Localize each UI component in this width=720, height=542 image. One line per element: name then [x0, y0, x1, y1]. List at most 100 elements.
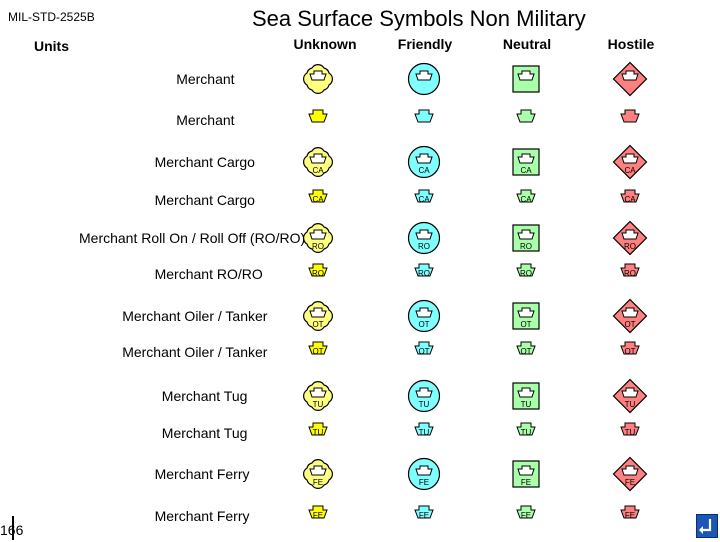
symbol-neutral-framed: OT: [508, 298, 544, 334]
symbol-unknown-framed: [300, 61, 336, 97]
symbol-code: TU: [520, 428, 532, 437]
symbol-neutral-icon: RO: [508, 256, 544, 292]
row-label: Merchant Ferry: [154, 466, 250, 482]
symbol-friendly-icon: [406, 102, 442, 138]
symbol-code: RO: [624, 242, 636, 251]
row-label: Merchant Cargo: [154, 154, 255, 170]
symbol-code: TU: [418, 400, 430, 409]
symbol-code: FE: [418, 511, 430, 520]
symbol-neutral-icon: TU: [508, 415, 544, 451]
symbol-hostile-icon: RO: [612, 256, 648, 292]
row-label: Merchant Cargo: [154, 192, 255, 208]
symbol-code: TU: [624, 400, 636, 409]
symbol-unknown-framed: CA: [300, 144, 336, 180]
symbol-unknown-framed: FE: [300, 456, 336, 492]
symbol-code: CA: [624, 195, 636, 204]
symbol-code: OT: [418, 320, 430, 329]
symbol-neutral-framed: FE: [508, 456, 544, 492]
symbol-code: FE: [312, 511, 324, 520]
symbol-code: OT: [312, 320, 324, 329]
symbol-neutral-framed: CA: [508, 144, 544, 180]
page-title: Sea Surface Symbols Non Military: [252, 6, 586, 31]
row-label: Merchant Ferry: [154, 508, 250, 524]
row-label: Merchant Tug: [161, 425, 248, 441]
symbol-code: FE: [624, 511, 636, 520]
symbol-code: FE: [312, 478, 324, 487]
row-label: Merchant Tug: [161, 388, 248, 404]
symbol-neutral-icon: CA: [508, 182, 544, 218]
symbol-neutral-icon: [508, 102, 544, 138]
symbol-friendly-framed: CA: [406, 144, 442, 180]
symbol-neutral-framed: [508, 61, 544, 97]
symbol-hostile-framed: FE: [612, 456, 648, 492]
units-heading: Units: [34, 38, 69, 54]
symbol-code: OT: [418, 347, 430, 356]
symbol-code: FE: [520, 478, 532, 487]
symbol-code: FE: [520, 511, 532, 520]
row-label: Merchant RO/RO: [154, 266, 263, 282]
symbol-unknown-framed: TU: [300, 378, 336, 414]
row-label: Merchant: [176, 112, 235, 128]
symbol-code: CA: [624, 166, 636, 175]
symbol-hostile-framed: RO: [612, 220, 648, 256]
symbol-hostile-icon: OT: [612, 334, 648, 370]
symbol-code: TU: [418, 428, 430, 437]
symbol-unknown-framed: RO: [300, 220, 336, 256]
symbol-unknown-icon: [300, 102, 336, 138]
symbol-friendly-framed: [406, 61, 442, 97]
symbol-friendly-framed: TU: [406, 378, 442, 414]
row-label: Merchant Oiler / Tanker: [122, 308, 268, 324]
symbol-hostile-icon: CA: [612, 182, 648, 218]
symbol-unknown-icon: CA: [300, 182, 336, 218]
row-label: Merchant Roll On / Roll Off (RO/RO): [79, 230, 306, 246]
symbol-code: CA: [418, 195, 430, 204]
standard-label: MIL-STD-2525B: [8, 10, 95, 24]
symbol-code: CA: [520, 195, 532, 204]
symbol-code: TU: [624, 428, 636, 437]
symbol-hostile-icon: TU: [612, 415, 648, 451]
symbol-friendly-framed: OT: [406, 298, 442, 334]
row-label: Merchant Oiler / Tanker: [122, 344, 268, 360]
symbol-friendly-framed: RO: [406, 220, 442, 256]
symbol-code: FE: [624, 478, 636, 487]
symbol-code: OT: [520, 320, 532, 329]
symbol-code: TU: [520, 400, 532, 409]
symbol-code: TU: [312, 428, 324, 437]
symbol-friendly-icon: FE: [406, 498, 442, 534]
symbol-unknown-icon: TU: [300, 415, 336, 451]
symbol-code: TU: [312, 400, 324, 409]
symbol-hostile-framed: [612, 61, 648, 97]
symbol-friendly-icon: OT: [406, 334, 442, 370]
column-header-hostile: Hostile: [607, 36, 655, 52]
symbol-code: RO: [312, 269, 324, 278]
symbol-code: OT: [312, 347, 324, 356]
symbol-neutral-icon: OT: [508, 334, 544, 370]
column-header-neutral: Neutral: [502, 36, 552, 52]
symbol-code: RO: [418, 269, 430, 278]
symbol-unknown-icon: FE: [300, 498, 336, 534]
symbol-friendly-icon: TU: [406, 415, 442, 451]
symbol-code: OT: [520, 347, 532, 356]
page-number: 166: [0, 522, 23, 538]
symbol-code: RO: [520, 269, 532, 278]
symbol-code: RO: [520, 242, 532, 251]
symbol-friendly-framed: FE: [406, 456, 442, 492]
symbol-unknown-framed: OT: [300, 298, 336, 334]
symbol-neutral-framed: TU: [508, 378, 544, 414]
symbol-code: RO: [624, 269, 636, 278]
symbol-hostile-framed: CA: [612, 144, 648, 180]
symbol-hostile-framed: TU: [612, 378, 648, 414]
symbol-friendly-icon: CA: [406, 182, 442, 218]
symbol-code: OT: [624, 320, 636, 329]
symbol-code: OT: [624, 347, 636, 356]
column-header-unknown: Unknown: [293, 36, 357, 52]
symbol-hostile-icon: [612, 102, 648, 138]
symbol-neutral-framed: RO: [508, 220, 544, 256]
symbol-hostile-framed: OT: [612, 298, 648, 334]
symbol-code: CA: [312, 195, 324, 204]
return-arrow-icon[interactable]: [696, 514, 718, 538]
symbol-hostile-icon: FE: [612, 498, 648, 534]
symbol-code: CA: [418, 166, 430, 175]
symbol-code: CA: [520, 166, 532, 175]
column-header-friendly: Friendly: [397, 36, 453, 52]
